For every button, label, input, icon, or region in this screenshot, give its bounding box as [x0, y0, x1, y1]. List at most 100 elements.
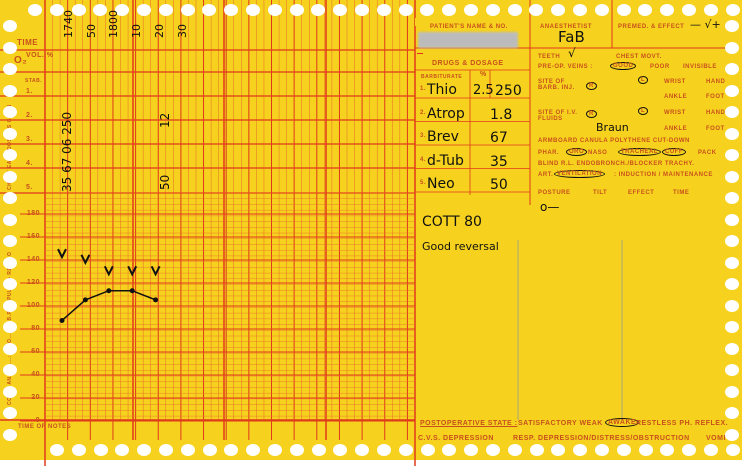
perforation-hole — [115, 444, 130, 456]
perforation-hole — [3, 278, 17, 290]
perforation-hole — [725, 20, 739, 32]
perforation-hole — [289, 444, 304, 456]
drug-row-number: 5. — [26, 184, 33, 191]
barb-wrist-option[interactable]: WRIST — [664, 79, 686, 85]
awake-option[interactable]: AWAKE — [605, 418, 640, 427]
iv-wrist-option[interactable]: WRIST — [664, 110, 686, 116]
pulse-point — [129, 288, 135, 294]
dose-entries-col1: 35 67 06 250 — [60, 111, 74, 192]
barb-r-option[interactable]: R — [586, 82, 597, 90]
perforation-hole — [573, 444, 588, 456]
perforation-hole — [3, 256, 17, 269]
time-label-posture: TIME — [673, 190, 690, 196]
perforation-hole — [3, 364, 17, 376]
pulse-point — [106, 288, 112, 294]
naso-option[interactable]: NASO — [588, 150, 608, 156]
teeth-label: TEETH — [538, 54, 561, 60]
scale-tick: 120 — [26, 279, 40, 286]
perforation-hole — [246, 4, 260, 16]
perforation-hole — [3, 170, 17, 183]
chest-movt-label: CHEST MOVT. — [616, 54, 662, 60]
systolic-bp-mark — [150, 265, 161, 277]
preop-veins-label: PRE-OP. VEINS : — [538, 64, 593, 70]
o2-label: O₂ — [14, 55, 28, 66]
pulse-point — [59, 317, 65, 323]
drug-dose: 250 — [495, 83, 522, 99]
barb-l-option[interactable]: L — [638, 76, 649, 84]
barb-ankle-option[interactable]: ANKLE — [664, 94, 688, 100]
perforation-hole — [529, 444, 544, 456]
perforation-hole — [486, 444, 500, 456]
perforation-hole — [158, 4, 173, 16]
induction-maintenance-option: : INDUCTION / MAINTENANCE — [614, 172, 713, 178]
time-label: TIME — [17, 38, 39, 47]
perforation-hole — [289, 4, 304, 16]
perforation-hole — [638, 4, 653, 16]
perforation-hole — [682, 4, 696, 16]
perforation-hole — [3, 106, 17, 118]
veins-poor-option[interactable]: POOR — [650, 64, 670, 70]
perforation-hole — [3, 235, 17, 247]
resp-options[interactable]: RESP. DEPRESSION/DISTRESS/OBSTRUCTION — [513, 435, 690, 442]
iv-ankle-option[interactable]: ANKLE — [664, 126, 688, 132]
perforation-hole — [398, 4, 413, 16]
note-line-2: Good reversal — [422, 240, 499, 253]
perforation-hole — [725, 106, 739, 118]
perforation-hole — [660, 444, 675, 456]
vol-label: VOL. % — [26, 52, 54, 59]
perforation-hole — [594, 4, 609, 16]
perforation-hole — [638, 444, 653, 456]
iv-site-label: SITE OF I.V. FLUIDS — [538, 110, 578, 122]
perforation-hole — [616, 444, 631, 456]
scale-tick: 100 — [26, 302, 40, 309]
tilt-label: TILT — [593, 190, 608, 196]
veins-good-option[interactable]: GOOD — [610, 62, 637, 70]
pct-label: % — [480, 71, 487, 78]
time-entry: 20 — [152, 24, 166, 38]
barb-hand-option[interactable]: HAND — [706, 79, 726, 85]
cuff-option[interactable]: CUFF — [662, 148, 686, 156]
perforation-hole — [725, 4, 740, 16]
veins-invisible-option[interactable]: INVISIBLE — [683, 64, 717, 70]
perforation-hole — [420, 444, 435, 456]
cannula-options: ARMBOARD CANULA POLYTHENE CUT-DOWN — [538, 138, 690, 144]
scale-tick: 160 — [26, 233, 40, 240]
drug-name: Atrop — [427, 105, 465, 122]
barb-foot-option[interactable]: FOOT — [706, 94, 725, 100]
perforation-hole — [246, 444, 261, 456]
systolic-bp-mark — [57, 248, 67, 260]
premed-label: PREMED. & EFFECT — [618, 24, 685, 30]
time-of-notes-label: TIME OF NOTES — [18, 424, 72, 430]
cvs-depression-option[interactable]: C.V.S. DEPRESSION — [418, 435, 494, 442]
systolic-bp-mark — [127, 265, 138, 277]
drug-dose: 50 — [490, 177, 508, 193]
anaesthetist-label: ANAESTHETIST — [540, 24, 593, 30]
patient-label: PATIENT'S NAME & NO. — [430, 24, 508, 30]
perforation-hole — [616, 4, 631, 16]
pack-option[interactable]: PACK — [698, 150, 717, 156]
barbiturate-label: BARBITURATE — [421, 74, 463, 80]
drug-dose: 35 — [490, 153, 508, 170]
tracheal-option[interactable]: TRACHEAL — [618, 148, 661, 156]
perforation-hole — [725, 256, 739, 269]
ventilation-option[interactable]: VENTILATION — [554, 170, 606, 178]
vomit-option[interactable]: VOMIT — [706, 435, 731, 442]
phar-option[interactable]: PHAR. — [538, 150, 560, 156]
iv-foot-option[interactable]: FOOT — [706, 126, 725, 132]
oro-option[interactable]: ORO — [566, 148, 588, 156]
perforation-hole — [529, 4, 544, 16]
perforation-hole — [725, 299, 739, 312]
perforation-hole — [725, 444, 740, 456]
iv-r-option[interactable]: R — [586, 110, 597, 118]
posture-value: o— — [540, 200, 560, 214]
iv-hand-option[interactable]: HAND — [706, 110, 726, 116]
perforation-hole — [725, 278, 739, 290]
perforation-hole — [725, 63, 739, 75]
pulse-point — [153, 297, 159, 303]
checklist: TEETH √ CHEST MOVT. PRE-OP. VEINS : GOOD… — [538, 46, 728, 214]
perforation-hole — [420, 4, 435, 16]
anaesthetist-value: FaB — [558, 28, 585, 46]
systolic-bp-mark — [103, 265, 114, 277]
drug-number: 4. — [420, 156, 427, 163]
iv-l-option[interactable]: L — [638, 107, 649, 115]
